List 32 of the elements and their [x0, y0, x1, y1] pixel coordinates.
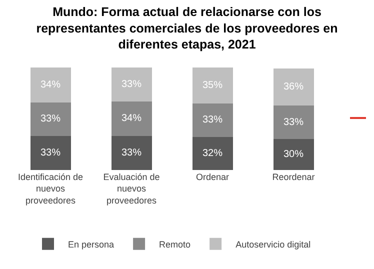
bar	[273, 68, 314, 106]
bar	[30, 102, 71, 136]
chart-title: Mundo: Forma actual de relacionarse con los representantes comerciales de los proveedores en diferentes etapas, 2021	[36, 5, 338, 52]
data-label: 33%	[202, 114, 223, 126]
data-label: 33%	[121, 78, 142, 90]
data-label: 32%	[202, 148, 223, 160]
bar	[273, 139, 314, 170]
legend-label: Remoto	[159, 239, 191, 250]
data-label: 35%	[202, 80, 223, 91]
data-label: 33%	[40, 148, 61, 159]
data-label: 36%	[283, 81, 304, 92]
bar	[192, 103, 233, 138]
x-tick-label: Reordenar	[272, 172, 315, 182]
bar	[111, 67, 152, 102]
x-tick-label: Identificación de nuevos proveedores	[18, 172, 84, 206]
bar	[192, 137, 233, 170]
bar	[30, 67, 71, 102]
bar	[30, 136, 71, 170]
bar	[273, 105, 314, 140]
data-label: 30%	[283, 149, 304, 160]
data-label: 34%	[121, 113, 142, 124]
data-label: 33%	[121, 148, 142, 159]
legend-label: Autoservicio digital	[236, 239, 311, 250]
x-tick-label: Evaluación de nuevos proveedores	[103, 172, 160, 206]
data-label: 34%	[40, 79, 61, 90]
data-label: 33%	[40, 114, 61, 125]
legend-label: En persona	[68, 239, 114, 250]
bar	[111, 136, 152, 170]
x-tick-label: Ordenar	[196, 172, 230, 182]
bar	[111, 101, 152, 136]
data-label: 33%	[283, 116, 304, 128]
bar	[192, 67, 233, 104]
